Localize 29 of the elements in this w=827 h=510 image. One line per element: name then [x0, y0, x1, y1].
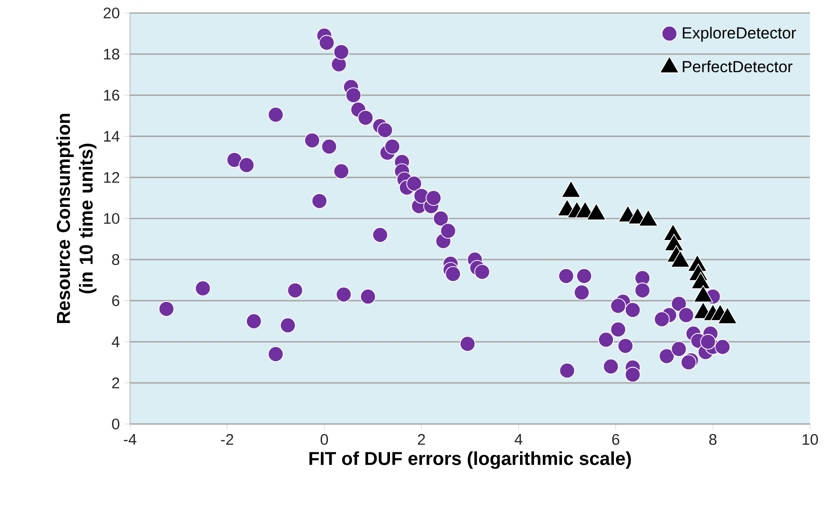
x-tick-label: 8 — [709, 434, 716, 445]
x-tick-label: 6 — [612, 434, 620, 445]
point — [586, 203, 606, 220]
y-tick-label: 16 — [104, 90, 120, 101]
x-tick-label: -2 — [221, 434, 234, 445]
y-tick-label: 14 — [104, 131, 120, 142]
y-tick-label: 4 — [112, 336, 120, 348]
point — [718, 306, 738, 324]
point — [690, 272, 711, 290]
y-tick-label: 2 — [112, 378, 120, 388]
y-axis-title: Resource Consumption (in 10 time units) — [56, 114, 96, 324]
y-tick-label: 8 — [112, 254, 120, 266]
legend-label: PerfectDetector — [682, 60, 792, 72]
y-tick-label: 0 — [112, 418, 120, 430]
y-tick-label: 10 — [104, 213, 120, 224]
y-tick-label: 12 — [104, 172, 120, 183]
point — [638, 209, 658, 226]
y-tick-label: 18 — [104, 48, 120, 60]
point — [561, 180, 581, 198]
x-tick-label: 2 — [418, 434, 425, 445]
x-tick-label: 4 — [514, 434, 522, 445]
y-tick-label: 20 — [104, 8, 120, 18]
y-tick-label: 6 — [112, 295, 120, 306]
x-tick-label: 10 — [802, 434, 818, 445]
x-tick-label: 0 — [320, 434, 328, 445]
point — [670, 250, 690, 268]
x-tick-label: -4 — [124, 434, 136, 445]
legend-label: ExploreDetector — [682, 26, 796, 42]
x-axis-title: FIT of DUF errors (logarithmic scale) — [309, 451, 631, 469]
